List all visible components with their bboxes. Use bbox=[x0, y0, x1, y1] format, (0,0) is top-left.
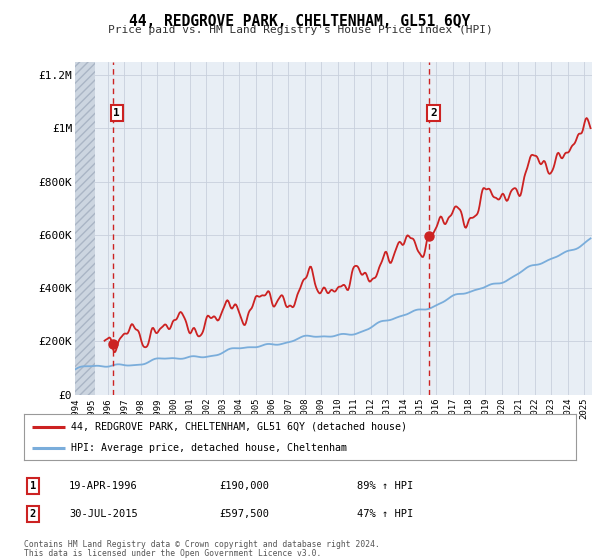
Text: 2: 2 bbox=[430, 108, 437, 118]
Text: 2: 2 bbox=[30, 509, 36, 519]
Text: Contains HM Land Registry data © Crown copyright and database right 2024.: Contains HM Land Registry data © Crown c… bbox=[24, 540, 380, 549]
Text: Price paid vs. HM Land Registry's House Price Index (HPI): Price paid vs. HM Land Registry's House … bbox=[107, 25, 493, 35]
Text: 19-APR-1996: 19-APR-1996 bbox=[69, 481, 138, 491]
Text: 44, REDGROVE PARK, CHELTENHAM, GL51 6QY: 44, REDGROVE PARK, CHELTENHAM, GL51 6QY bbox=[130, 14, 470, 29]
Text: 47% ↑ HPI: 47% ↑ HPI bbox=[357, 509, 413, 519]
Text: 1: 1 bbox=[113, 108, 120, 118]
Text: 1: 1 bbox=[30, 481, 36, 491]
Text: £190,000: £190,000 bbox=[219, 481, 269, 491]
Text: 89% ↑ HPI: 89% ↑ HPI bbox=[357, 481, 413, 491]
Text: This data is licensed under the Open Government Licence v3.0.: This data is licensed under the Open Gov… bbox=[24, 549, 322, 558]
Text: 30-JUL-2015: 30-JUL-2015 bbox=[69, 509, 138, 519]
Text: 44, REDGROVE PARK, CHELTENHAM, GL51 6QY (detached house): 44, REDGROVE PARK, CHELTENHAM, GL51 6QY … bbox=[71, 422, 407, 432]
Text: HPI: Average price, detached house, Cheltenham: HPI: Average price, detached house, Chel… bbox=[71, 443, 347, 453]
Bar bbox=[75, 62, 95, 395]
Text: £597,500: £597,500 bbox=[219, 509, 269, 519]
